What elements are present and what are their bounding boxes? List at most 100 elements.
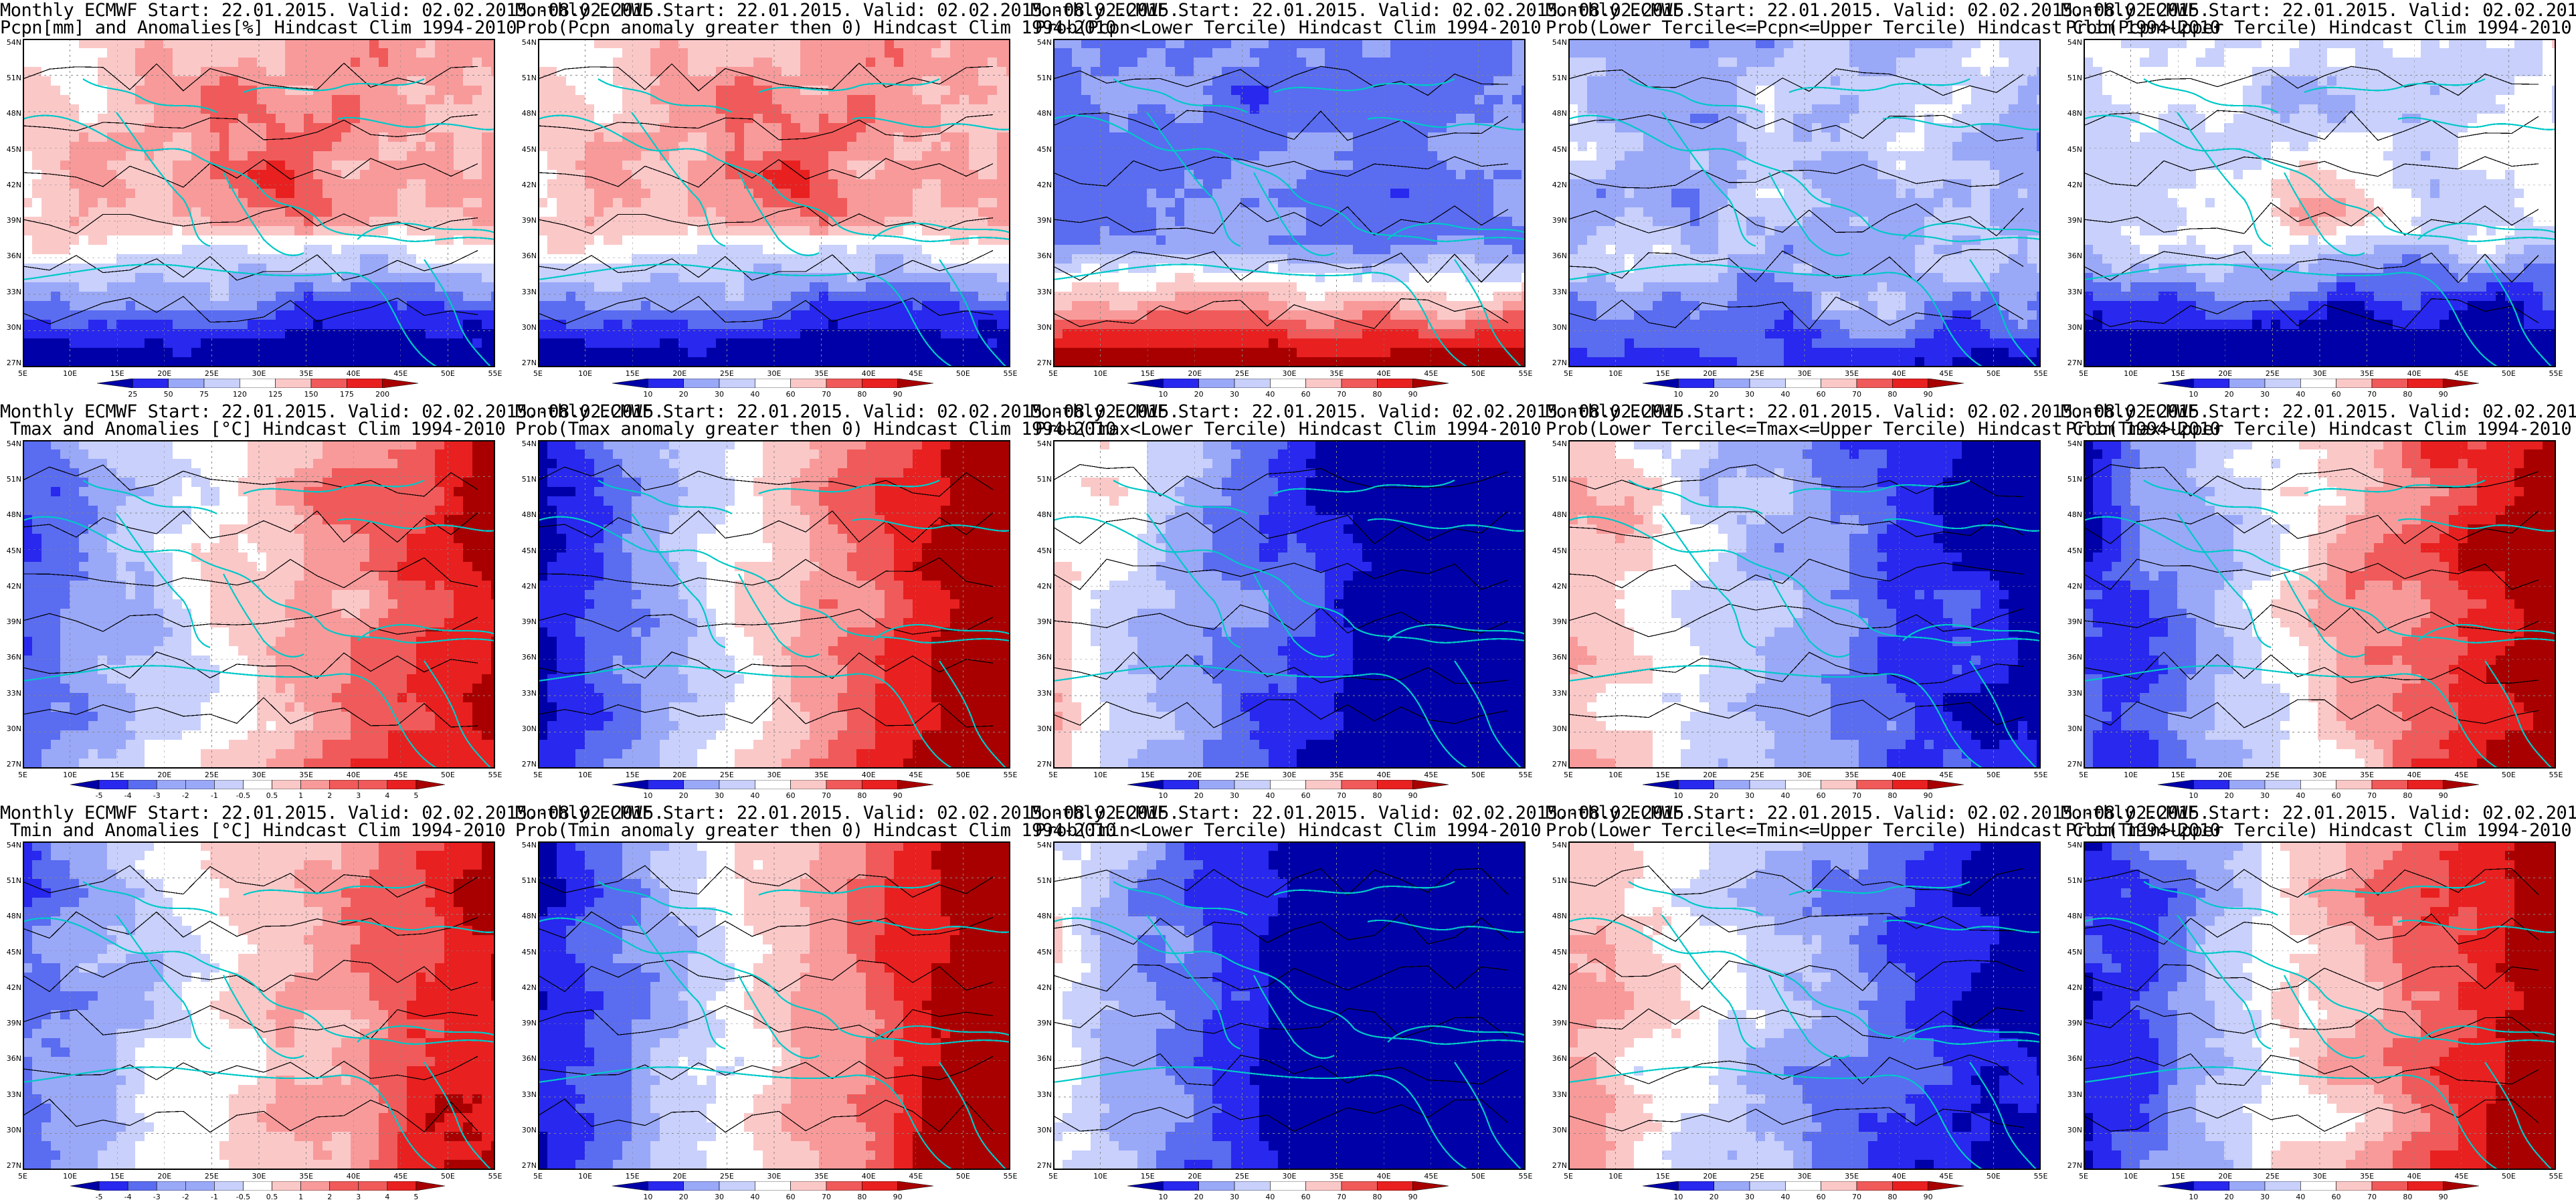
colorbar-label: 60 <box>1293 791 1319 800</box>
forecast-field <box>23 440 495 769</box>
coastline <box>2177 914 2272 1050</box>
lat-label: 39N <box>2062 216 2082 225</box>
coastline <box>82 78 217 113</box>
lon-label: 30E <box>2306 771 2333 779</box>
lon-label: 50E <box>2495 771 2522 779</box>
colorbar-label: 5 <box>403 1193 430 1201</box>
coastline <box>1768 573 1850 658</box>
lat-label: 42N <box>1032 582 1052 591</box>
colorbar-label: 30 <box>1736 390 1763 399</box>
contour-line <box>538 697 994 728</box>
coastline-group <box>1568 480 2041 769</box>
map-area <box>1568 440 2041 769</box>
lat-label: 51N <box>1032 876 1052 885</box>
panel-title-line2: Prob(Tmin>Upper Tercile) Hindcast Clim 1… <box>2061 821 2576 840</box>
colorbar-label: -1 <box>201 791 227 800</box>
coastline <box>1053 917 1526 1045</box>
lat-label: 33N <box>1547 1090 1567 1099</box>
lon-label: 10E <box>2118 1172 2144 1181</box>
colorbar-swatches <box>1643 379 1964 388</box>
lat-label: 30N <box>1032 323 1052 332</box>
lon-label: 30E <box>1276 369 1303 378</box>
map-area <box>2084 440 2556 769</box>
lon-label: 35E <box>808 369 835 378</box>
coastline <box>738 172 820 256</box>
colorbar-label: 10 <box>2180 791 2207 800</box>
colorbar-label: 40 <box>741 1193 768 1201</box>
colorbar-label: -0.5 <box>229 1193 256 1201</box>
lat-label: 39N <box>1 216 21 225</box>
coastline <box>538 917 1010 1045</box>
map-panel: Monthly ECMWF Start: 22.01.2015. Valid: … <box>2061 401 2576 803</box>
lat-label: 45N <box>1032 145 1052 154</box>
contour-line <box>1568 249 2024 283</box>
coastline <box>1387 623 1526 641</box>
lat-label: 36N <box>2062 653 2082 662</box>
contour-group <box>23 62 478 324</box>
contour-group <box>538 464 994 728</box>
contour-line <box>1053 202 1509 236</box>
map-panel: Monthly ECMWF Start: 22.01.2015. Valid: … <box>1030 401 1695 803</box>
map-panel: Monthly ECMWF Start: 22.01.2015. Valid: … <box>1546 0 2221 401</box>
contour-line <box>538 651 994 680</box>
colorbar-label: 90 <box>1915 791 1942 800</box>
lon-label: 15E <box>1134 369 1161 378</box>
lat-label: 48N <box>1032 912 1052 920</box>
colorbar-label: 40 <box>1772 390 1799 399</box>
lat-label: 27N <box>1032 760 1052 769</box>
coastline <box>23 917 495 1045</box>
contour-line <box>538 865 994 898</box>
colorbar <box>70 780 445 789</box>
lon-label: 20E <box>2212 771 2239 779</box>
coastline <box>597 78 733 113</box>
colorbar-label: 90 <box>885 791 911 800</box>
colorbar-swatches <box>70 1181 445 1191</box>
colorbar-label: 150 <box>298 390 325 399</box>
lon-label: 5E <box>9 369 36 378</box>
lon-label: 25E <box>1744 771 1770 779</box>
lon-label: 15E <box>2165 1172 2191 1181</box>
coastline <box>1253 975 1335 1059</box>
colorbar-label: 10 <box>1665 791 1691 800</box>
coastline <box>939 259 1007 367</box>
panel-title-line1: Monthly ECMWF Start: 22.01.2015. Valid: … <box>2061 1 2576 20</box>
contour-line <box>1568 603 2024 637</box>
coastline <box>1661 914 1756 1050</box>
lon-label: 45E <box>387 771 414 779</box>
coastline <box>1882 518 2041 532</box>
colorbar <box>612 379 933 388</box>
graticule <box>1568 841 2041 1170</box>
lon-label: 15E <box>1134 1172 1161 1181</box>
lon-label: 10E <box>1602 369 1629 378</box>
colorbar-label: 20 <box>2216 791 2243 800</box>
contour-line <box>1568 164 2024 189</box>
map-panel: Monthly ECMWF Start: 22.01.2015. Valid: … <box>0 401 664 803</box>
lon-label: 55E <box>482 771 509 779</box>
lat-label: 33N <box>517 689 537 698</box>
graticule <box>1053 39 1526 367</box>
lon-label: 30E <box>2306 369 2333 378</box>
colorbar-label: 90 <box>2430 1193 2457 1201</box>
contour-line <box>23 557 478 589</box>
contour-line <box>2084 464 2539 497</box>
lat-label: 48N <box>2062 109 2082 118</box>
contour-line <box>23 114 478 140</box>
coastline <box>82 881 217 916</box>
lat-label: 30N <box>1547 724 1567 733</box>
coastline <box>872 222 1010 240</box>
graticule <box>2084 440 2556 769</box>
contour-line <box>538 158 994 188</box>
colorbar-label: 3 <box>345 1193 372 1201</box>
colorbar-label: 10 <box>1665 390 1691 399</box>
lat-label: 42N <box>1547 181 1567 189</box>
lon-label: 45E <box>387 1172 414 1181</box>
contour-line <box>2084 510 2539 544</box>
lat-label: 39N <box>1032 216 1052 225</box>
colorbar-swatches <box>1643 1181 1964 1191</box>
lon-label: 15E <box>104 1172 130 1181</box>
map-panel: Monthly ECMWF Start: 22.01.2015. Valid: … <box>0 0 664 401</box>
colorbar-label: 40 <box>1257 390 1283 399</box>
lon-label: 15E <box>619 369 646 378</box>
lat-label: 33N <box>1547 288 1567 296</box>
